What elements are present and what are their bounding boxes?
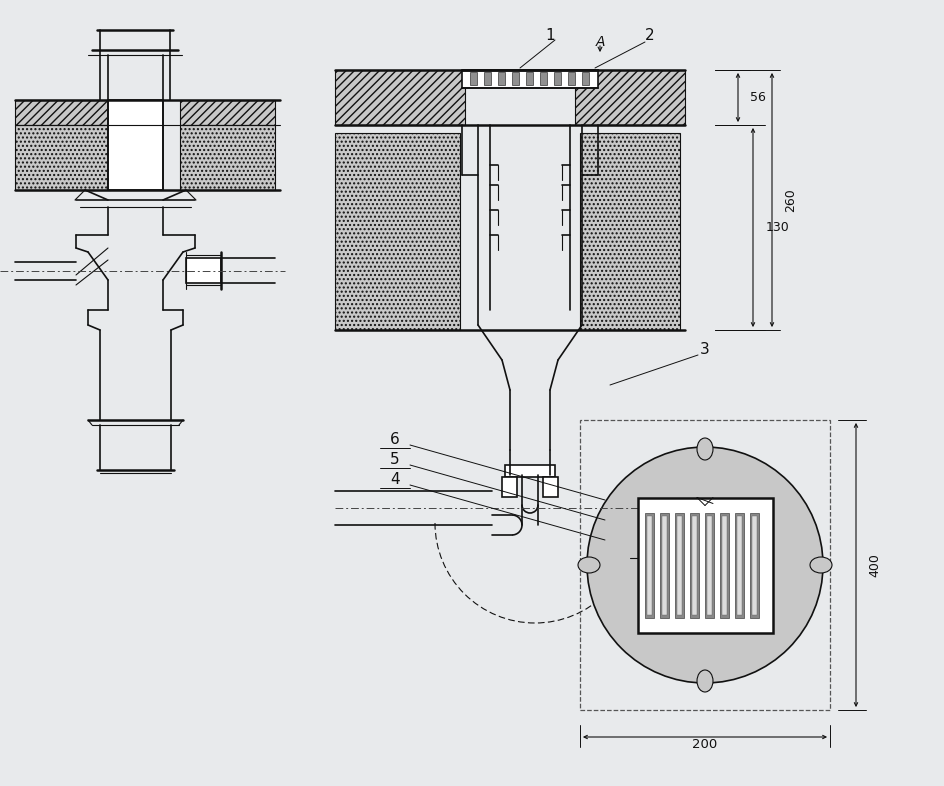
Bar	[735, 512, 744, 618]
Text: 56: 56	[750, 91, 766, 104]
Bar	[722, 516, 727, 615]
Bar	[108, 100, 163, 190]
Bar	[335, 133, 460, 330]
Bar	[675, 512, 683, 618]
Text: 4: 4	[390, 472, 400, 487]
Bar	[180, 125, 275, 190]
Bar	[575, 70, 685, 125]
Bar	[737, 516, 742, 615]
Bar	[580, 133, 680, 330]
Bar	[662, 516, 666, 615]
Text: 260: 260	[784, 188, 797, 212]
Ellipse shape	[697, 670, 713, 692]
Bar	[462, 70, 598, 88]
Bar	[526, 72, 533, 85]
Bar	[750, 512, 759, 618]
Circle shape	[587, 447, 823, 683]
Text: 2: 2	[645, 28, 655, 42]
Bar	[512, 72, 519, 85]
Bar	[660, 512, 668, 618]
Bar	[690, 512, 699, 618]
Bar	[502, 477, 517, 497]
Bar	[568, 72, 575, 85]
Bar	[707, 516, 712, 615]
Bar	[647, 516, 651, 615]
Bar	[645, 512, 653, 618]
Ellipse shape	[578, 557, 600, 573]
Bar	[720, 512, 729, 618]
Text: 400: 400	[868, 553, 881, 577]
Text: 5: 5	[390, 453, 400, 468]
Bar	[554, 72, 561, 85]
Bar	[580, 420, 830, 710]
Ellipse shape	[697, 438, 713, 460]
Bar	[15, 125, 110, 190]
Text: 1: 1	[546, 28, 555, 42]
Bar	[180, 100, 275, 125]
Ellipse shape	[810, 557, 832, 573]
Bar	[637, 498, 772, 633]
Bar	[484, 72, 491, 85]
Bar	[677, 516, 682, 615]
Bar	[15, 100, 110, 125]
Bar	[470, 72, 477, 85]
Text: А: А	[596, 35, 605, 49]
Bar	[540, 72, 547, 85]
Bar	[335, 70, 465, 125]
Bar	[498, 72, 505, 85]
Bar	[186, 258, 221, 283]
Bar	[582, 72, 589, 85]
Text: 3: 3	[700, 343, 710, 358]
Text: Вид А: Вид А	[640, 546, 682, 560]
Text: 130: 130	[766, 221, 790, 234]
Text: 6: 6	[390, 432, 400, 447]
Bar	[705, 512, 714, 618]
Bar	[752, 516, 757, 615]
Bar	[692, 516, 697, 615]
Bar	[505, 465, 555, 477]
Bar	[543, 477, 558, 497]
Text: 200: 200	[692, 739, 717, 751]
